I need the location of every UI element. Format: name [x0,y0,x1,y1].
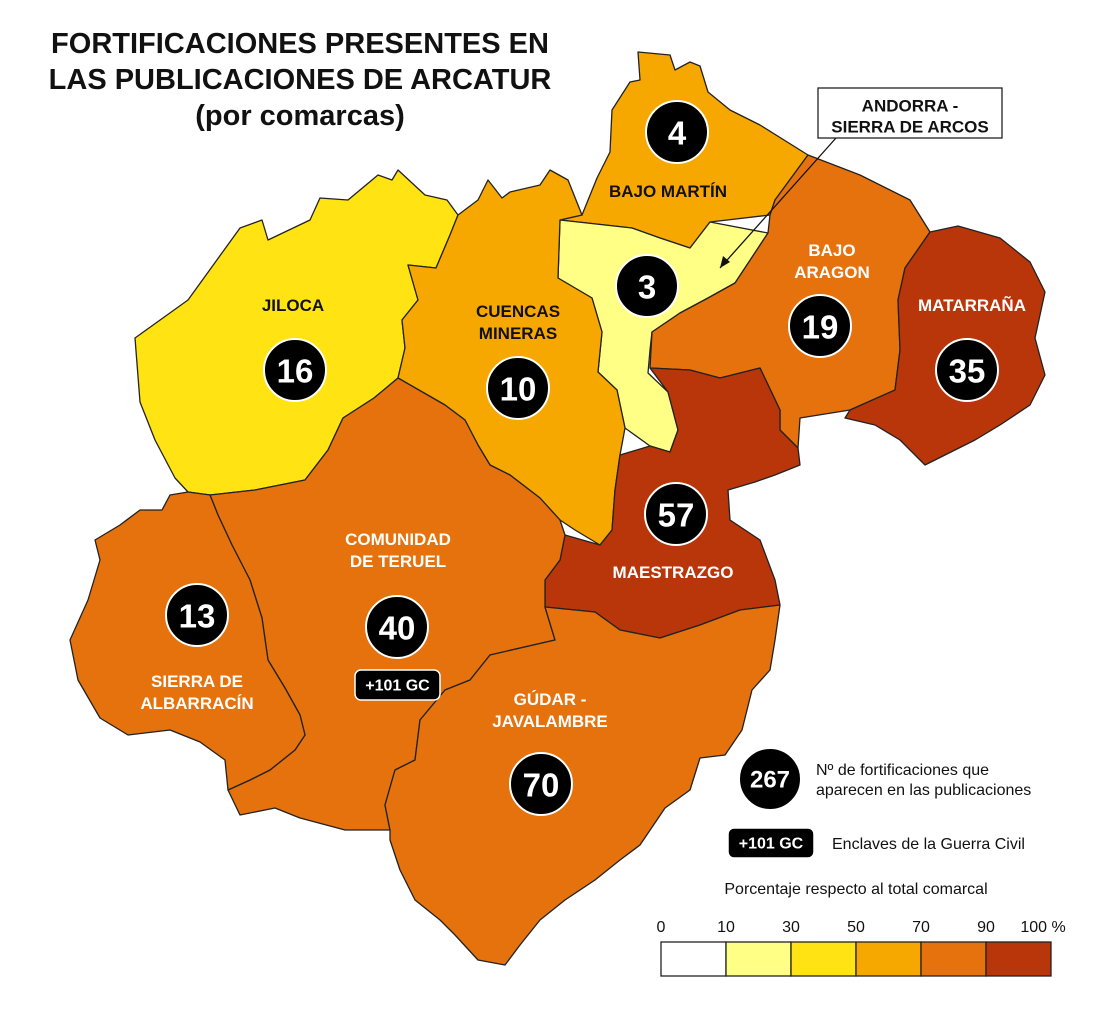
gc-badge-comunidad-de-teruel: +101 GC [354,669,441,701]
region-label-jiloca: JILOCA [262,296,324,315]
legend-scale-tick: 100 % [1020,919,1065,936]
count-marker-bajo-martin: 4 [645,100,709,164]
region-label-line: CUENCAS [476,302,560,321]
count-value: 19 [802,309,839,346]
legend-count-marker: 267 [738,747,802,811]
count-circle [263,338,327,402]
count-marker-gudar-javalambre: 70 [509,752,573,816]
legend-gc-text: Enclaves de la Guerra Civil [832,836,1025,853]
region-label-line: JILOCA [262,296,324,315]
region-label-line: JAVALAMBRE [492,712,608,731]
count-marker-matarrana: 35 [935,338,999,402]
legend-count-value: 267 [750,767,790,794]
count-value: 4 [668,115,687,152]
legend-scale-box [855,941,922,977]
legend-gc-box [727,827,815,859]
title-line-2: LAS PUBLICACIONES DE ARCATUR [48,64,552,96]
gc-badge-text: +101 GC [365,678,430,695]
legend-scale-box [790,941,857,977]
region-label-line: ARAGON [794,263,870,282]
count-circle [165,583,229,647]
legend-scale-tick: 70 [912,919,930,936]
region-label-line: MAESTRAZGO [613,563,734,582]
count-marker-sierra-de-albarracin: 13 [165,583,229,647]
count-circle [788,294,852,358]
region-label-line: ALBARRACÍN [140,694,253,713]
legend-gc-marker: +101 GC [727,827,815,859]
region-label-line: BAJO [808,241,855,260]
legend-gc-value: +101 GC [739,836,804,853]
count-marker-andorra-sierra-de-arcos: 3 [615,254,679,318]
callout-box [817,87,1003,139]
legend-scale-tick: 0 [657,919,666,936]
legend-scale-tick: 90 [977,919,995,936]
count-marker-comunidad-de-teruel: 40 [365,595,429,659]
region-gudar-javalambre[interactable] [384,604,781,966]
count-marker-bajo-aragon: 19 [788,294,852,358]
regions-layer [69,51,1046,966]
count-marker-jiloca: 16 [263,338,327,402]
region-label-matarrana: MATARRAÑA [918,295,1026,315]
callout-leader-line [719,137,837,269]
callout-arrowhead [720,256,730,268]
count-value: 35 [949,353,986,390]
region-label-maestrazgo: MAESTRAZGO [613,563,734,582]
count-value: 70 [523,767,560,804]
legend-scale-tick: 50 [847,919,865,936]
legend-scale-tick: 30 [782,919,800,936]
region-label-bajo-martin: BAJO MARTÍN [609,182,727,201]
callout-layer: ANDORRA - SIERRA DE ARCOS [719,87,1003,269]
count-circle [645,100,709,164]
legend-scale-tick: 10 [717,919,735,936]
gc-badge-box [354,669,441,701]
callout-label-line: SIERRA DE ARCOS [831,118,988,137]
legend-count-circle [738,747,802,811]
title-line-3: (por comarcas) [195,100,405,132]
count-circle [935,338,999,402]
count-circle [509,752,573,816]
count-value: 13 [179,598,216,635]
map-title: FORTIFICACIONES PRESENTES EN LAS PUBLICA… [20,26,580,134]
region-label-gudar-javalambre: GÚDAR - JAVALAMBRE [492,690,608,731]
count-value: 10 [500,371,537,408]
region-matarrana[interactable] [844,225,1046,466]
legend-count-text-1: Nº de fortificaciones que [816,762,989,779]
count-value: 3 [638,269,656,306]
count-value: 40 [379,610,416,647]
count-circle [365,595,429,659]
count-marker-cuencas-mineras: 10 [486,356,550,420]
region-label-sierra-de-albarracin: SIERRA DE ALBARRACÍN [140,672,253,713]
region-label-line: COMUNIDAD [345,530,451,549]
legend-count-text-2: aparecen en las publicaciones [816,782,1031,799]
legend: 267 Nº de fortificaciones que aparecen en … [657,747,1066,977]
region-label-line: MINERAS [479,324,557,343]
title-line-1: FORTIFICACIONES PRESENTES EN [51,28,549,60]
legend-scale-title: Porcentaje respecto al total comarcal [724,881,987,898]
legend-scale-box [725,941,792,977]
callout-label-line: ANDORRA - [862,97,959,116]
legend-scale-box [920,941,987,977]
region-label-comunidad-de-teruel: COMUNIDAD DE TERUEL [345,530,451,571]
count-circle [644,482,708,546]
region-label-line: MATARRAÑA [918,295,1026,315]
count-circle [486,356,550,420]
region-label-line: SIERRA DE [151,672,243,691]
count-marker-maestrazgo: 57 [644,482,708,546]
region-label-line: GÚDAR - [514,690,587,709]
labels-layer: BAJO MARTÍN 4 3 BAJO ARAGON 19 MATARRAÑA 35 JILO… [140,100,1026,816]
legend-scale-box [660,941,727,977]
count-circle [615,254,679,318]
count-value: 16 [277,353,314,390]
region-label-cuencas-mineras: CUENCAS MINERAS [476,302,560,343]
region-label-line: DE TERUEL [350,552,446,571]
count-value: 57 [658,497,695,534]
region-label-line: BAJO MARTÍN [609,182,727,201]
region-label-bajo-aragon: BAJO ARAGON [794,241,870,282]
legend-scale-box [985,941,1052,977]
